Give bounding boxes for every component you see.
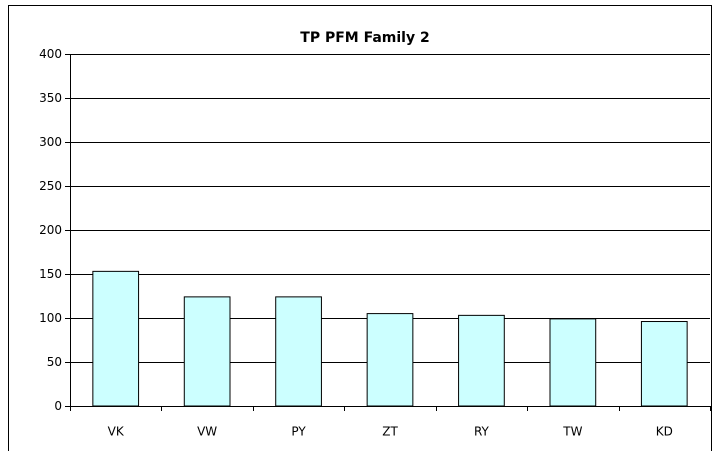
y-tick-label: 350 (39, 91, 62, 105)
x-tick-label: VW (197, 425, 217, 439)
y-tick-label: 150 (39, 267, 62, 281)
y-tick-label: 200 (39, 223, 62, 237)
x-tick-label: RY (474, 425, 490, 439)
x-tick-label: ZT (382, 425, 398, 439)
bar (549, 318, 597, 407)
bar (92, 270, 140, 407)
y-tick-label: 400 (39, 47, 62, 61)
chart-title: TP PFM Family 2 (300, 30, 429, 46)
bar (640, 321, 688, 407)
bar (183, 296, 231, 407)
y-tick-label: 50 (47, 355, 62, 369)
y-tick-label: 0 (54, 399, 62, 413)
x-tick-label: PY (291, 425, 306, 439)
x-tick-label: VK (108, 425, 125, 439)
y-tick-label: 100 (39, 311, 62, 325)
bar (366, 313, 414, 407)
bar (275, 296, 322, 407)
bar (458, 314, 505, 407)
y-tick-label: 300 (39, 135, 62, 149)
x-tick-label: KD (656, 425, 673, 439)
y-tick-label: 250 (39, 179, 62, 193)
x-tick-label: TW (562, 425, 582, 439)
